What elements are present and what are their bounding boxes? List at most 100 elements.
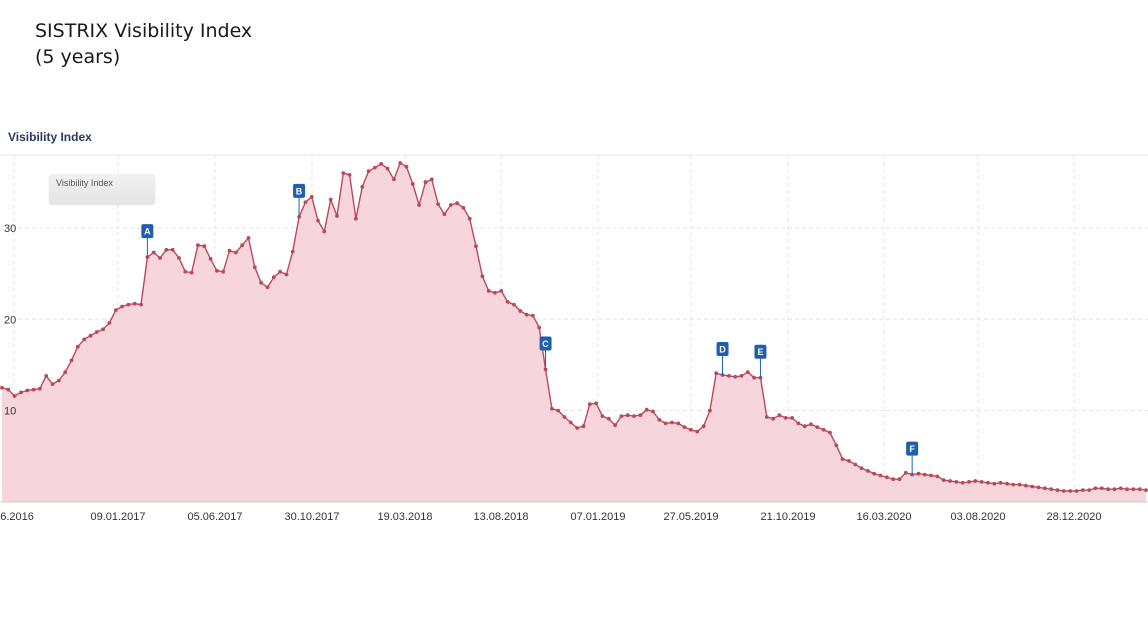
data-point [335, 214, 339, 218]
data-point [271, 275, 276, 280]
data-point [663, 421, 668, 426]
data-point [113, 308, 118, 312]
event-marker-d [716, 341, 729, 356]
data-point [764, 415, 769, 419]
data-point [6, 387, 11, 392]
page-title-line1: SISTRIX Visibility Index [35, 20, 253, 42]
x-tick-label: 06.2016 [0, 511, 34, 523]
data-point [897, 477, 902, 482]
data-point [442, 212, 447, 217]
x-tick-label: 28.12.2020 [1046, 511, 1101, 523]
data-point [568, 420, 573, 425]
data-point [929, 473, 933, 478]
data-point [670, 420, 674, 425]
x-tick-label: 16.03.2020 [856, 511, 911, 523]
event-label: C [542, 339, 549, 349]
data-point [265, 285, 270, 290]
data-point [872, 471, 877, 476]
data-point [885, 475, 889, 480]
data-point [1131, 487, 1136, 492]
data-point [783, 416, 788, 420]
data-point [1137, 487, 1142, 492]
data-point [682, 425, 687, 429]
data-point [986, 480, 990, 485]
data-point [739, 374, 744, 378]
data-point [44, 374, 49, 378]
data-point [714, 371, 719, 376]
data-point [802, 424, 807, 429]
data-point [126, 302, 131, 307]
data-point [550, 406, 554, 411]
data-point [0, 385, 4, 390]
data-point [708, 408, 712, 413]
data-point [132, 301, 137, 306]
data-point [834, 443, 839, 448]
x-tick-label: 21.10.2019 [760, 511, 815, 523]
data-point [480, 274, 485, 279]
data-point [392, 177, 396, 182]
data-point [581, 424, 586, 429]
data-point [50, 382, 55, 386]
data-point [234, 250, 238, 255]
data-point [733, 374, 738, 379]
x-tick-label: 30.10.2017 [284, 511, 339, 523]
data-point [316, 218, 320, 223]
event-label: E [757, 347, 763, 357]
data-point [556, 408, 561, 413]
data-point [398, 161, 403, 165]
data-point [347, 173, 352, 177]
data-point [809, 422, 813, 427]
data-point [423, 180, 428, 185]
event-label: F [909, 444, 915, 454]
legend-entry: Visibility Index [56, 178, 113, 188]
data-point [69, 358, 74, 363]
data-point [575, 426, 580, 430]
x-tick-label: 27.05.2019 [663, 511, 718, 523]
data-point [158, 256, 162, 260]
data-point [866, 469, 870, 473]
data-point [385, 166, 390, 171]
data-point [246, 236, 251, 240]
data-point [847, 459, 851, 463]
page-title: SISTRIX Visibility Index (5 years) [35, 18, 252, 70]
data-point [1005, 481, 1009, 486]
data-point [177, 256, 181, 260]
data-point [1099, 486, 1104, 491]
event-marker-a [141, 224, 154, 239]
data-point [63, 370, 68, 375]
data-point [221, 269, 226, 274]
data-point [531, 313, 535, 318]
legend-box[interactable]: Visibility Index [49, 174, 155, 204]
series-area [2, 163, 1146, 502]
data-point [537, 325, 542, 330]
data-point [594, 401, 598, 406]
event-marker-e [754, 344, 767, 359]
data-point [1024, 483, 1028, 488]
data-point [57, 378, 61, 383]
x-tick-label: 03.08.2020 [950, 511, 1005, 523]
y-tick-label: 20 [4, 314, 16, 326]
event-marker-f [906, 441, 919, 456]
data-point [107, 321, 112, 325]
data-point [676, 421, 681, 426]
data-point [720, 373, 725, 377]
data-point [796, 421, 801, 426]
data-point [745, 370, 750, 375]
data-point [613, 423, 617, 428]
data-point [366, 169, 371, 174]
data-point [493, 290, 497, 295]
data-point [1017, 482, 1022, 487]
data-point [941, 478, 946, 482]
data-point [354, 216, 358, 221]
data-point [303, 200, 308, 205]
data-point [1030, 484, 1035, 489]
area-layer [1, 162, 1147, 502]
data-point [1087, 488, 1091, 492]
data-point [1118, 486, 1123, 491]
data-point [960, 480, 965, 485]
point-layer [0, 161, 1148, 493]
data-point [606, 416, 611, 421]
data-point [290, 249, 295, 254]
data-point [878, 473, 883, 478]
event-marker-b [293, 183, 306, 198]
